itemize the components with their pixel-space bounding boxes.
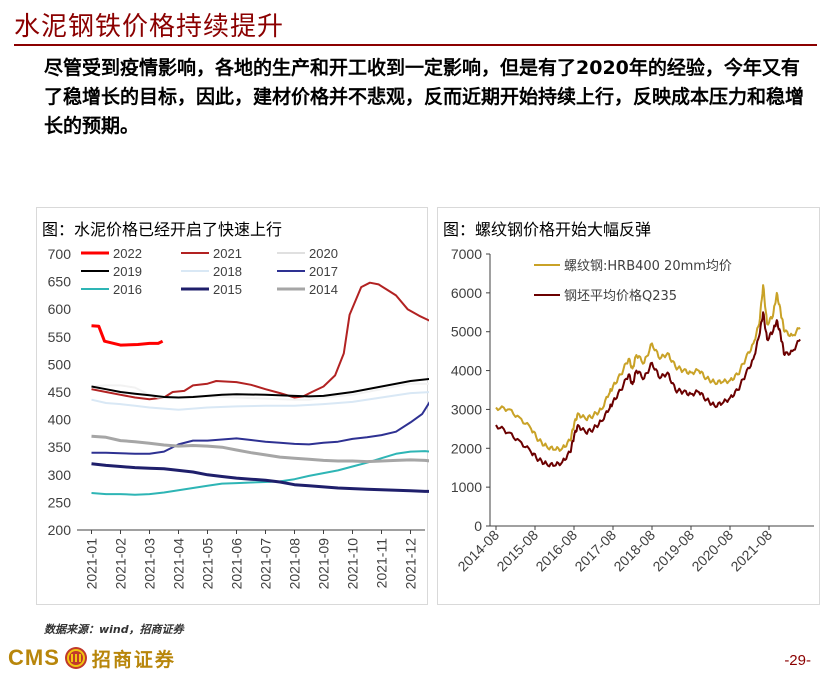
- y-tick-label: 5000: [451, 324, 482, 340]
- cement-chart: 200 250 300 350 400 450 500 550 600 650 700 2021-01…: [48, 246, 429, 590]
- y-tick-label: 600: [48, 301, 72, 317]
- page-title: 水泥钢铁价格持续提升: [14, 12, 285, 42]
- logo-text-en: CMS: [8, 645, 60, 670]
- y-tick-label: 1000: [451, 479, 482, 495]
- series-line-2015: [91, 462, 429, 493]
- x-tick-label: 2021-07: [258, 538, 274, 590]
- x-tick-label: 2019-08: [649, 527, 697, 575]
- x-tick-label: 2021-02: [113, 538, 129, 590]
- cms-emblem-icon: [64, 647, 87, 669]
- legend-label: 螺纹钢:HRB400 20mm均价: [564, 259, 732, 274]
- title-divider: [14, 44, 817, 46]
- rebar-chart-title: 图：螺纹钢价格开始大幅反弹: [443, 220, 652, 239]
- y-tick-label: 700: [48, 246, 72, 262]
- y-tick-label: 500: [48, 356, 72, 372]
- data-source-note: 数据来源：wind，招商证券: [44, 623, 184, 636]
- x-tick-label: 2021-04: [171, 538, 187, 590]
- series-line-2022: [91, 324, 164, 347]
- y-tick-label: 200: [48, 522, 72, 538]
- cement-chart-panel: 图：水泥价格已经开启了快速上行 200 250 300 350 400 450 500 550…: [36, 207, 429, 605]
- y-tick-label: 350: [48, 439, 72, 455]
- legend-label: 2022: [113, 246, 142, 261]
- legend-label: 2020: [309, 246, 338, 261]
- y-tick-label: 550: [48, 329, 72, 345]
- legend-label: 2017: [309, 264, 338, 279]
- rebar-chart-panel: 图：螺纹钢价格开始大幅反弹 0 1000 2000 3000 4000 5000 6000 7…: [437, 207, 820, 605]
- y-tick-label: 650: [48, 274, 72, 290]
- x-tick-label: 2021-12: [403, 538, 419, 590]
- x-tick-label: 2021-05: [200, 538, 216, 590]
- x-tick-label: 2015-08: [493, 527, 541, 575]
- y-tick-label: 300: [48, 467, 72, 483]
- y-tick-label: 7000: [451, 246, 482, 262]
- x-tick-label: 2021-10: [345, 538, 361, 590]
- y-tick-label: 3000: [451, 401, 482, 417]
- x-tick-label: 2018-08: [610, 527, 658, 575]
- y-tick-label: 250: [48, 494, 72, 510]
- legend-label: 2019: [113, 264, 142, 279]
- page-number: -29-: [784, 652, 811, 669]
- x-tick-label: 2021-08: [287, 538, 303, 590]
- x-tick-label: 2021-06: [229, 538, 245, 590]
- cms-logo: CMS 招商证券: [8, 645, 176, 671]
- series-line-2016: [91, 450, 429, 496]
- legend-label: 2021: [213, 246, 242, 261]
- legend-label: 2018: [213, 264, 242, 279]
- rebar-chart: 010002000300040005000600070002014-082015…: [451, 246, 814, 575]
- y-tick-label: 400: [48, 412, 72, 428]
- series-line-2014: [91, 434, 429, 464]
- legend-label: 钢坯平均价格Q235: [564, 288, 677, 304]
- series-line: [495, 311, 801, 468]
- legend-label: 2015: [213, 282, 242, 297]
- x-tick-label: 2016-08: [532, 527, 580, 575]
- series-line-2018: [91, 391, 429, 411]
- x-tick-label: 2021-09: [316, 538, 332, 590]
- x-tick-label: 2021-11: [374, 538, 390, 589]
- y-tick-label: 4000: [451, 363, 482, 379]
- y-tick-label: 450: [48, 384, 72, 400]
- x-tick-label: 2017-08: [571, 527, 619, 575]
- x-tick-label: 2021-01: [84, 538, 100, 590]
- logo-text-cn: 招商证券: [91, 648, 176, 671]
- x-tick-label: 2020-08: [688, 527, 736, 575]
- legend-label: 2014: [309, 282, 338, 297]
- series-line-2017: [91, 401, 429, 455]
- series-line-2019: [91, 377, 429, 399]
- y-tick-label: 2000: [451, 440, 482, 456]
- y-tick-label: 6000: [451, 285, 482, 301]
- legend-label: 2016: [113, 282, 142, 297]
- y-tick-label: 0: [474, 518, 482, 534]
- x-tick-label: 2021-03: [142, 538, 158, 590]
- summary-paragraph: 尽管受到疫情影响，各地的生产和开工收到一定影响，但是有了2020年的经验，今年又…: [44, 57, 805, 137]
- series-line-2021: [91, 281, 429, 401]
- x-tick-label: 2021-08: [727, 527, 775, 575]
- cement-chart-title: 图：水泥价格已经开启了快速上行: [42, 220, 283, 239]
- series-line: [495, 284, 801, 452]
